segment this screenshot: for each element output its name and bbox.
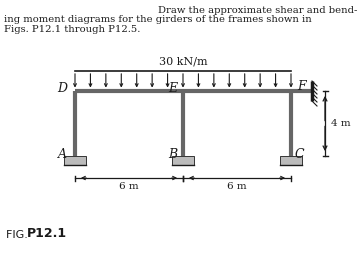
Text: FIG.: FIG. (6, 230, 31, 240)
Bar (280, 156, 302, 165)
Text: F: F (297, 81, 306, 93)
Text: ing moment diagrams for the girders of the frames shown in: ing moment diagrams for the girders of t… (4, 15, 312, 24)
Text: E: E (168, 83, 177, 96)
Text: B: B (168, 148, 177, 161)
Bar (64, 156, 86, 165)
Text: 4 m: 4 m (331, 119, 351, 128)
Text: D: D (57, 83, 67, 96)
Text: Figs. P12.1 through P12.5.: Figs. P12.1 through P12.5. (4, 25, 140, 34)
Text: 6 m: 6 m (119, 182, 139, 191)
Text: Draw the approximate shear and bend-: Draw the approximate shear and bend- (158, 6, 357, 15)
Text: A: A (58, 148, 67, 161)
Bar (172, 156, 194, 165)
Text: C: C (295, 148, 305, 161)
Text: P12.1: P12.1 (27, 227, 67, 240)
Text: 6 m: 6 m (227, 182, 247, 191)
Text: 30 kN/m: 30 kN/m (159, 56, 207, 66)
